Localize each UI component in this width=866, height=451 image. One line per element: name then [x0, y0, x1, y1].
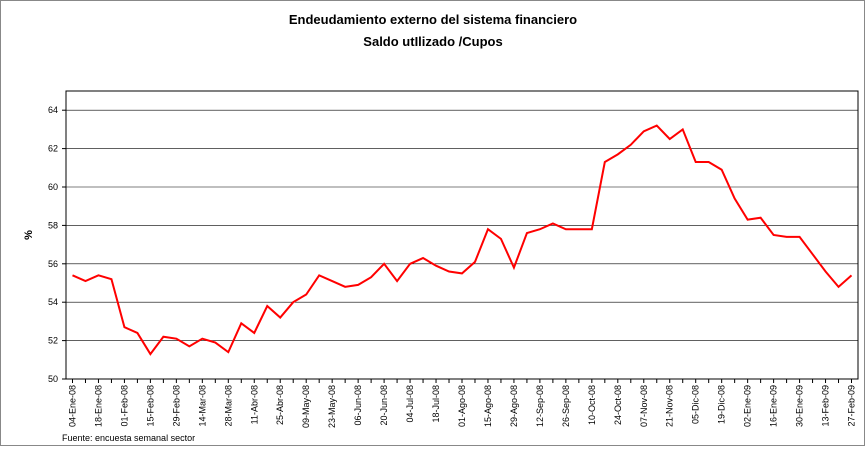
x-tick-label: 27-Feb-09 [847, 385, 857, 427]
x-tick-label: 15-Ago-08 [483, 385, 493, 427]
x-tick-label: 29-Ago-08 [509, 385, 519, 427]
x-tick-label: 24-Oct-08 [613, 385, 623, 425]
x-tick-label: 18-Jul-08 [431, 385, 441, 423]
y-axis-label: % [23, 230, 35, 240]
x-tick-label: 23-May-08 [327, 385, 337, 428]
x-tick-label: 14-Mar-08 [197, 385, 207, 427]
x-tick-label: 29-Feb-08 [171, 385, 181, 427]
x-tick-label: 12-Sep-08 [535, 385, 545, 427]
chart-title: Endeudamiento externo del sistema financ… [289, 12, 577, 27]
x-tick-label: 10-Oct-08 [587, 385, 597, 425]
y-tick-label: 50 [48, 374, 58, 384]
x-tick-label: 16-Ene-09 [769, 385, 779, 427]
y-tick-label: 64 [48, 105, 58, 115]
y-tick-label: 52 [48, 336, 58, 346]
x-tick-label: 19-Dic-08 [717, 385, 727, 424]
y-tick-label: 54 [48, 297, 58, 307]
y-tick-label: 60 [48, 182, 58, 192]
data-line [72, 124, 853, 356]
x-tick-label: 21-Nov-08 [665, 385, 675, 427]
x-tick-label: 11-Abr-08 [249, 385, 259, 424]
y-tick-label: 62 [48, 144, 58, 154]
x-tick-label: 18-Ene-08 [93, 385, 103, 427]
x-tick-label: 09-May-08 [301, 385, 311, 428]
x-tick-label: 25-Abr-08 [275, 385, 285, 425]
x-tick-label: 01-Feb-08 [119, 385, 129, 427]
x-tick-label: 15-Feb-08 [145, 385, 155, 427]
y-tick-label: 58 [48, 220, 58, 230]
x-tick-label: 07-Nov-08 [639, 385, 649, 427]
x-tick-label: 06-Jun-08 [353, 385, 363, 426]
chart-subtitle: Saldo utIlizado /Cupos [363, 34, 502, 49]
x-tick-label: 04-Ene-08 [67, 385, 77, 427]
source-note: Fuente: encuesta semanal sector [62, 433, 195, 443]
x-tick-label: 28-Mar-08 [223, 385, 233, 427]
x-tick-label: 05-Dic-08 [691, 385, 701, 424]
x-tick-label: 20-Jun-08 [379, 385, 389, 426]
y-tick-label: 56 [48, 259, 58, 269]
x-tick-label: 04-Jul-08 [405, 385, 415, 423]
x-tick-label: 02-Ene-09 [743, 385, 753, 427]
x-tick-label: 26-Sep-08 [561, 385, 571, 427]
x-tick-label: 01-Ago-08 [457, 385, 467, 427]
x-tick-label: 13-Feb-09 [821, 385, 831, 427]
x-tick-label: 30-Ene-09 [795, 385, 805, 427]
